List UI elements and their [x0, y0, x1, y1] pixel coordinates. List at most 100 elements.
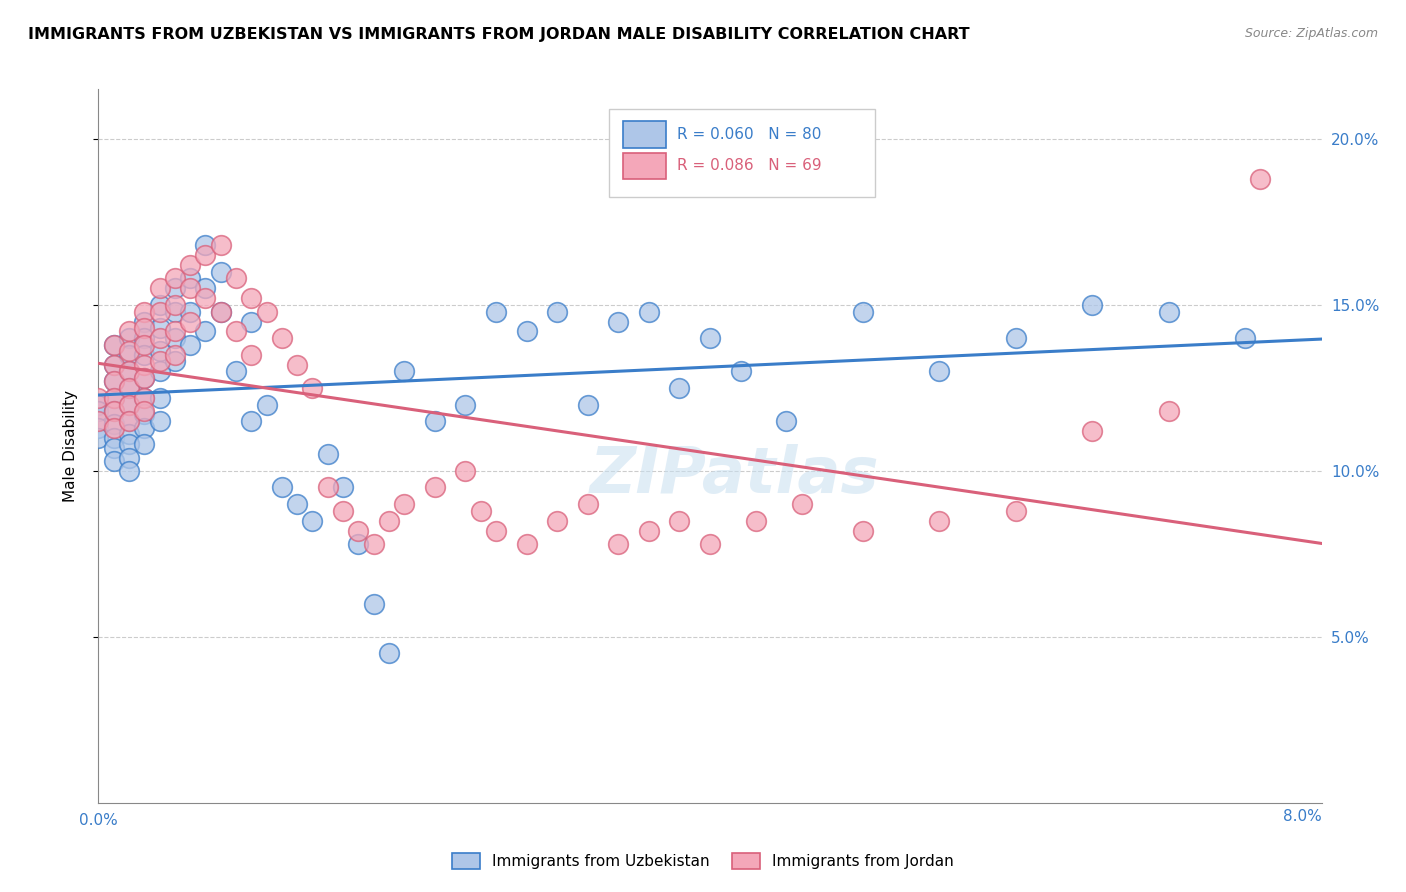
Point: [576, 397, 599, 411]
Point: [1157, 304, 1180, 318]
Point: [149, 281, 172, 295]
Point: [179, 304, 201, 318]
Point: [87, 397, 110, 411]
Point: [209, 304, 232, 318]
Point: [347, 537, 370, 551]
Point: [149, 344, 172, 359]
Text: IMMIGRANTS FROM UZBEKISTAN VS IMMIGRANTS FROM JORDAN MALE DISABILITY CORRELATION: IMMIGRANTS FROM UZBEKISTAN VS IMMIGRANTS…: [28, 27, 970, 42]
Point: [118, 437, 141, 451]
Point: [163, 348, 186, 362]
Point: [103, 454, 125, 468]
Point: [149, 354, 172, 368]
Point: [134, 358, 156, 372]
Point: [454, 464, 477, 478]
Point: [163, 281, 186, 295]
Point: [163, 271, 186, 285]
Point: [87, 421, 110, 435]
Point: [87, 404, 110, 418]
Point: [103, 358, 125, 372]
Point: [1081, 298, 1104, 312]
Point: [134, 404, 156, 418]
Point: [163, 298, 186, 312]
Point: [209, 265, 232, 279]
Point: [1004, 504, 1026, 518]
Point: [134, 338, 156, 352]
Point: [240, 314, 263, 328]
Point: [332, 504, 354, 518]
Point: [118, 427, 141, 442]
Point: [637, 524, 661, 538]
Point: [103, 358, 125, 372]
Point: [485, 524, 508, 538]
Point: [775, 414, 797, 428]
Point: [134, 391, 156, 405]
Point: [607, 537, 630, 551]
Point: [149, 414, 172, 428]
Point: [516, 325, 538, 339]
Point: [332, 481, 354, 495]
Point: [118, 414, 141, 428]
Point: [209, 304, 232, 318]
Point: [134, 371, 156, 385]
Text: ZIPatlas: ZIPatlas: [589, 443, 879, 506]
Point: [730, 364, 752, 378]
Point: [637, 304, 661, 318]
Point: [103, 404, 125, 418]
Text: R = 0.060   N = 80: R = 0.060 N = 80: [676, 128, 821, 142]
Point: [87, 391, 110, 405]
Point: [1157, 404, 1180, 418]
Point: [194, 281, 217, 295]
Point: [118, 348, 141, 362]
Point: [103, 338, 125, 352]
Point: [699, 537, 721, 551]
Point: [316, 481, 339, 495]
Point: [149, 331, 172, 345]
Point: [347, 524, 370, 538]
Point: [134, 421, 156, 435]
Point: [209, 238, 232, 252]
Point: [363, 537, 385, 551]
Point: [301, 514, 323, 528]
Point: [392, 497, 416, 511]
Point: [134, 437, 156, 451]
Point: [546, 514, 568, 528]
Point: [607, 314, 630, 328]
Point: [163, 325, 186, 339]
Point: [163, 331, 186, 345]
Point: [423, 414, 446, 428]
Y-axis label: Male Disability: Male Disability: [63, 390, 77, 502]
Text: 8.0%: 8.0%: [1282, 808, 1322, 823]
Point: [103, 338, 125, 352]
Point: [378, 647, 401, 661]
Point: [270, 481, 294, 495]
Point: [470, 504, 492, 518]
Point: [1234, 331, 1257, 345]
Point: [118, 397, 141, 411]
Point: [454, 397, 477, 411]
Point: [118, 364, 141, 378]
Point: [134, 408, 156, 422]
Legend: Immigrants from Uzbekistan, Immigrants from Jordan: Immigrants from Uzbekistan, Immigrants f…: [446, 847, 960, 875]
Point: [1004, 331, 1026, 345]
Point: [134, 331, 156, 345]
Point: [103, 441, 125, 455]
Point: [103, 374, 125, 388]
Point: [103, 404, 125, 418]
Point: [745, 514, 768, 528]
Point: [118, 364, 141, 378]
Text: R = 0.086   N = 69: R = 0.086 N = 69: [676, 159, 821, 173]
Point: [149, 304, 172, 318]
Point: [87, 431, 110, 445]
Point: [852, 524, 875, 538]
Point: [134, 321, 156, 335]
Point: [149, 364, 172, 378]
Point: [194, 238, 217, 252]
Point: [134, 371, 156, 385]
Point: [256, 397, 278, 411]
Point: [699, 331, 721, 345]
Point: [301, 381, 323, 395]
Point: [516, 537, 538, 551]
Point: [378, 514, 401, 528]
Point: [103, 374, 125, 388]
Point: [194, 291, 217, 305]
